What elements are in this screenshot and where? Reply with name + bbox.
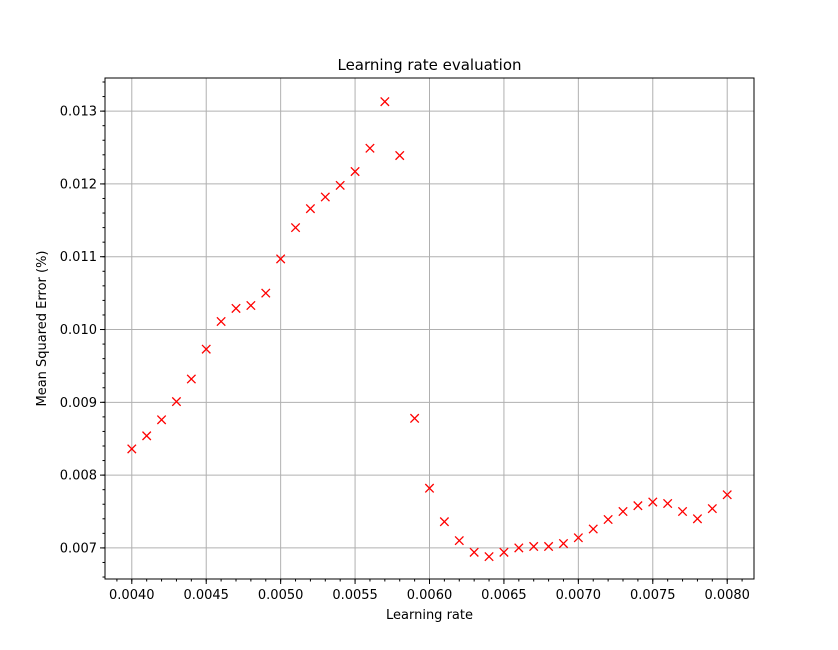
data-point: [201, 344, 211, 354]
data-point: [648, 497, 658, 507]
y-tick-label: 0.013: [60, 105, 97, 120]
x-axis-label: Learning rate: [386, 608, 473, 623]
data-point: [171, 396, 182, 407]
data-point: [529, 541, 539, 552]
data-point: [186, 374, 196, 384]
data-point: [127, 444, 137, 454]
data-point: [692, 514, 703, 524]
data-point: [543, 541, 554, 552]
data-point: [409, 413, 420, 423]
data-point: [439, 517, 450, 527]
x-tick-label: 0.0050: [258, 588, 304, 603]
data-point: [231, 303, 241, 314]
x-axis: 0.0040 0.0045 0.0050 0.0055 0.0060 0.0065 0.00…: [109, 579, 750, 603]
data-point: [290, 222, 301, 233]
data-point: [603, 514, 613, 525]
data-point: [350, 166, 360, 177]
y-tick-label: 0.010: [60, 323, 97, 338]
data-point: [677, 506, 688, 517]
grid: [105, 78, 754, 579]
data-points: [127, 96, 732, 562]
y-tick-label: 0.008: [60, 469, 97, 484]
data-point: [424, 483, 435, 493]
chart-title: Learning rate evaluation: [337, 56, 521, 74]
data-point: [365, 143, 375, 153]
x-tick-label: 0.0060: [407, 588, 453, 603]
data-point: [275, 254, 286, 264]
x-tick-label: 0.0075: [630, 588, 676, 603]
data-point: [633, 501, 643, 511]
data-point: [618, 506, 628, 517]
data-point: [320, 192, 330, 202]
data-point: [469, 547, 479, 557]
x-tick-label: 0.0080: [704, 588, 750, 603]
y-axis-label: Mean Squared Error (%): [35, 250, 50, 406]
data-point: [707, 503, 717, 514]
data-point: [514, 543, 524, 553]
data-point: [142, 431, 152, 441]
data-point: [261, 288, 271, 298]
data-point: [305, 204, 316, 214]
y-tick-label: 0.007: [60, 541, 97, 556]
y-tick-label: 0.009: [60, 396, 97, 411]
data-point: [573, 533, 584, 543]
x-tick-label: 0.0070: [556, 588, 602, 603]
data-point: [156, 415, 167, 425]
data-point: [335, 180, 345, 191]
data-point: [484, 551, 494, 562]
x-tick-label: 0.0065: [481, 588, 527, 603]
y-tick-label: 0.011: [60, 250, 97, 265]
data-point: [216, 316, 226, 327]
y-axis: 0.007 0.008 0.009 0.010 0.011 0.012 0.013: [60, 81, 105, 578]
data-point: [395, 150, 405, 161]
data-point: [588, 524, 598, 534]
data-point: [246, 300, 256, 311]
data-point: [558, 538, 569, 549]
y-tick-label: 0.012: [60, 177, 97, 192]
data-point: [380, 96, 390, 107]
data-point: [722, 490, 732, 500]
x-tick-label: 0.0055: [332, 588, 378, 603]
data-point: [663, 498, 673, 509]
x-tick-label: 0.0045: [183, 588, 229, 603]
data-point: [454, 535, 464, 546]
data-point: [499, 547, 509, 557]
x-tick-label: 0.0040: [109, 588, 155, 603]
